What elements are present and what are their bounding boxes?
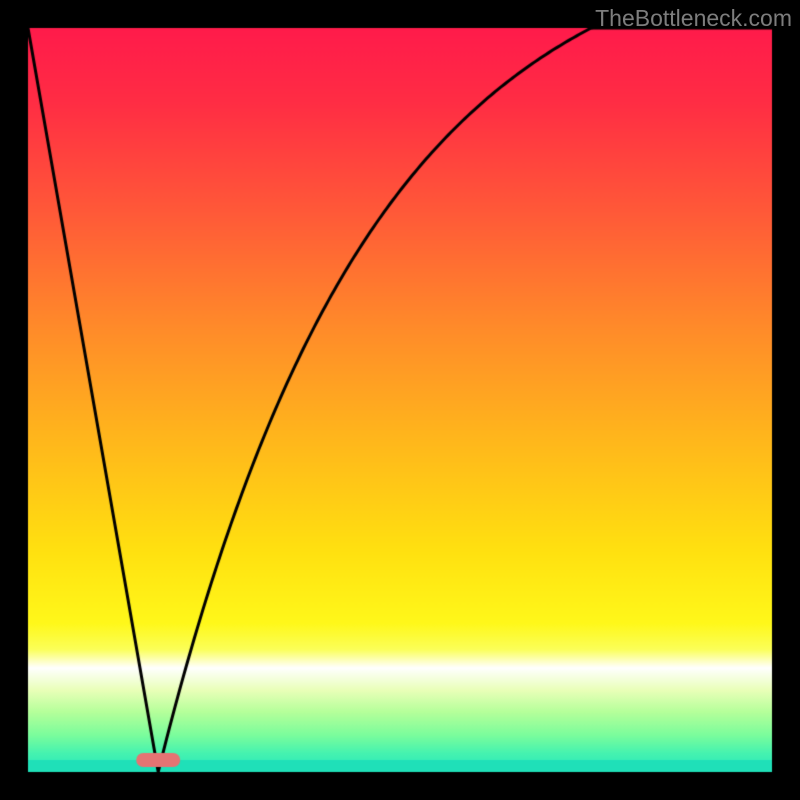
chart-container: TheBottleneck.com — [0, 0, 800, 800]
bottleneck-curve-chart — [0, 0, 800, 800]
watermark-text: TheBottleneck.com — [595, 5, 792, 32]
